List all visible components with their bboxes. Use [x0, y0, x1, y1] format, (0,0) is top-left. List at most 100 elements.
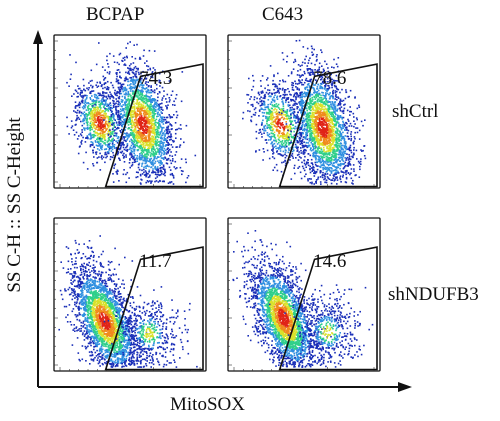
- event-dot: [167, 125, 170, 128]
- event-dot: [168, 97, 171, 99]
- event-dot: [335, 167, 338, 169]
- event-dot: [148, 165, 150, 168]
- event-dot: [279, 135, 281, 138]
- event-dot: [258, 149, 261, 151]
- event-dot: [276, 129, 279, 131]
- event-dot: [156, 99, 159, 102]
- event-dot: [149, 120, 152, 123]
- event-dot: [90, 69, 93, 72]
- event-dot: [270, 132, 273, 134]
- event-dot: [278, 87, 281, 90]
- event-dot: [326, 88, 328, 90]
- event-dot: [157, 111, 159, 114]
- event-dot: [84, 94, 86, 97]
- event-dot: [359, 168, 361, 171]
- event-dot: [306, 134, 309, 137]
- event-dot: [148, 119, 150, 121]
- event-dot: [268, 125, 271, 127]
- event-dot: [130, 69, 132, 72]
- event-dot: [73, 93, 75, 95]
- event-dot: [118, 53, 121, 56]
- event-dot: [326, 112, 328, 114]
- event-dot: [276, 169, 279, 172]
- event-dot: [267, 117, 270, 119]
- event-dot: [140, 116, 142, 119]
- event-dot: [92, 90, 95, 92]
- event-dot: [156, 157, 158, 160]
- event-dot: [97, 85, 100, 87]
- event-dot: [89, 113, 92, 116]
- event-dot: [112, 181, 115, 183]
- event-dot: [317, 106, 319, 108]
- event-dot: [284, 127, 287, 129]
- event-dot: [92, 163, 94, 165]
- event-dot: [147, 148, 150, 151]
- event-dot: [91, 127, 94, 129]
- event-dot: [133, 110, 136, 112]
- event-dot: [84, 100, 86, 102]
- event-dot: [166, 129, 169, 131]
- event-dot: [111, 128, 114, 131]
- event-dot: [140, 128, 142, 130]
- event-dot: [119, 71, 121, 74]
- event-dot: [143, 88, 146, 90]
- event-dot: [275, 147, 277, 150]
- event-dot: [284, 151, 287, 154]
- event-dot: [160, 157, 163, 159]
- event-dot: [315, 170, 318, 173]
- event-dot: [116, 142, 119, 144]
- event-dot: [248, 77, 250, 80]
- event-dot: [161, 138, 163, 140]
- event-dot: [273, 157, 276, 160]
- event-dot: [334, 85, 336, 88]
- event-dot: [317, 123, 320, 126]
- event-dot: [139, 114, 142, 116]
- event-dot: [141, 165, 143, 167]
- event-dot: [305, 77, 308, 80]
- event-dot: [334, 107, 336, 110]
- event-dot: [171, 172, 173, 175]
- y-axis: [33, 30, 43, 387]
- event-dot: [267, 139, 270, 141]
- event-dot: [100, 85, 103, 88]
- event-dot: [325, 108, 328, 111]
- event-dot: [139, 182, 142, 184]
- event-dot: [162, 168, 165, 170]
- event-dot: [96, 157, 99, 159]
- event-dot: [146, 103, 149, 106]
- event-dot: [271, 126, 273, 129]
- event-dot: [159, 103, 162, 105]
- event-dot: [275, 163, 278, 166]
- event-dot: [157, 129, 159, 132]
- event-dot: [270, 92, 273, 95]
- event-dot: [280, 170, 283, 173]
- event-dot: [304, 124, 306, 126]
- event-dot: [161, 126, 164, 129]
- event-dot: [141, 153, 144, 155]
- event-dot: [124, 93, 127, 96]
- event-dot: [325, 181, 328, 184]
- event-dot: [364, 157, 367, 160]
- event-dot: [131, 150, 134, 153]
- event-dot: [138, 131, 141, 134]
- event-dot: [94, 134, 97, 137]
- event-dot: [114, 105, 117, 108]
- event-dot: [331, 112, 334, 115]
- event-dot: [144, 138, 147, 140]
- event-dot: [336, 131, 338, 134]
- event-dot: [357, 160, 360, 163]
- event-dot: [166, 93, 169, 96]
- event-dot: [127, 148, 129, 151]
- event-dot: [351, 182, 353, 184]
- event-dot: [174, 160, 177, 163]
- event-dot: [309, 149, 312, 151]
- event-dot: [355, 117, 358, 119]
- event-dot: [113, 102, 115, 105]
- event-dot: [307, 113, 310, 115]
- event-dot: [169, 123, 172, 126]
- event-dot: [100, 139, 102, 141]
- event-dot: [132, 93, 134, 96]
- event-dot: [120, 99, 123, 101]
- event-dot: [339, 167, 341, 170]
- event-dot: [301, 107, 303, 109]
